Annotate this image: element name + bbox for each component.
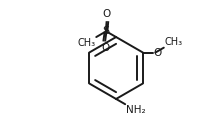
Text: CH₃: CH₃ bbox=[164, 37, 182, 47]
Text: S: S bbox=[103, 26, 110, 36]
Text: O: O bbox=[101, 43, 109, 53]
Text: NH₂: NH₂ bbox=[125, 105, 145, 115]
Text: O: O bbox=[154, 47, 162, 58]
Text: O: O bbox=[103, 10, 111, 19]
Text: CH₃: CH₃ bbox=[78, 38, 96, 48]
